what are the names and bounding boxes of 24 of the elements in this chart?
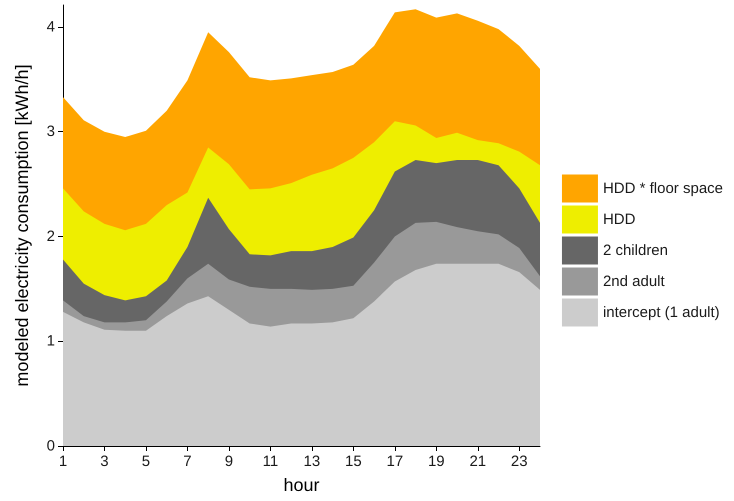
x-tick-label: 9 — [224, 453, 234, 470]
legend-label: 2nd adult — [602, 273, 666, 290]
x-tick-label: 17 — [386, 453, 404, 470]
x-tick-label: 21 — [469, 453, 486, 470]
legend-label: 2 children — [602, 242, 668, 259]
y-tick-label: 4 — [46, 18, 55, 36]
x-tick-label: 3 — [100, 453, 109, 470]
y-tick-label: 0 — [46, 438, 55, 454]
x-tick-label: 5 — [142, 453, 150, 470]
legend-label: HDD — [602, 211, 636, 228]
x-tick-label: 13 — [304, 453, 320, 470]
x-tick-label: 15 — [345, 453, 362, 470]
legend-label: intercept (1 adult) — [602, 304, 720, 321]
legend-label: HDD * floor space — [602, 180, 724, 197]
x-axis-title: hour — [283, 475, 320, 495]
y-tick-label: 1 — [46, 332, 55, 350]
y-tick-label: 2 — [46, 228, 55, 245]
x-tick-label: 11 — [262, 453, 278, 470]
x-tick-label: 23 — [510, 453, 528, 470]
y-tick-label: 3 — [46, 123, 55, 140]
x-tick-label: 19 — [428, 453, 445, 470]
x-tick-label: 7 — [183, 453, 192, 470]
x-tick-label: 1 — [58, 453, 68, 470]
y-axis-title: modeled electricity consumption [kWh/h] — [12, 64, 32, 387]
